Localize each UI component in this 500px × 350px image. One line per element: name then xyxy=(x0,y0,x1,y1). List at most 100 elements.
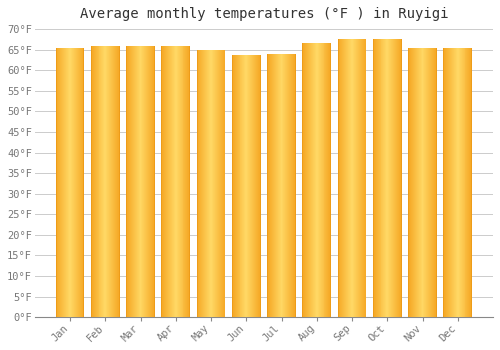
Bar xyxy=(247,55,248,317)
Bar xyxy=(166,46,167,317)
Bar xyxy=(453,48,454,317)
Bar xyxy=(364,38,366,317)
Bar xyxy=(209,50,210,317)
Bar xyxy=(348,38,349,317)
Bar xyxy=(373,39,374,317)
Bar xyxy=(415,48,416,317)
Bar xyxy=(447,48,448,317)
Bar xyxy=(251,55,252,317)
Bar xyxy=(115,46,116,317)
Bar xyxy=(456,48,457,317)
Bar xyxy=(73,48,74,317)
Bar xyxy=(322,43,324,317)
Bar xyxy=(452,48,453,317)
Bar xyxy=(134,46,136,317)
Bar xyxy=(434,48,435,317)
Bar xyxy=(411,48,412,317)
Bar xyxy=(104,46,106,317)
Bar xyxy=(154,46,155,317)
Bar xyxy=(214,50,215,317)
Bar xyxy=(204,50,205,317)
Bar xyxy=(457,48,458,317)
Bar xyxy=(71,48,72,317)
Bar xyxy=(222,50,224,317)
Bar xyxy=(112,46,113,317)
Bar xyxy=(292,54,293,317)
Bar xyxy=(308,43,309,317)
Bar xyxy=(392,39,393,317)
Bar xyxy=(238,55,240,317)
Bar xyxy=(340,38,342,317)
Bar xyxy=(82,48,84,317)
Bar xyxy=(98,46,100,317)
Bar xyxy=(302,43,304,317)
Bar xyxy=(233,55,234,317)
Bar xyxy=(224,50,226,317)
Bar xyxy=(250,55,251,317)
Bar xyxy=(359,38,360,317)
Bar xyxy=(169,46,170,317)
Bar xyxy=(142,46,144,317)
Bar xyxy=(408,48,409,317)
Bar xyxy=(150,46,151,317)
Bar xyxy=(146,46,148,317)
Bar xyxy=(401,39,402,317)
Bar xyxy=(316,43,317,317)
Bar xyxy=(109,46,110,317)
Bar xyxy=(422,48,424,317)
Bar xyxy=(60,48,62,317)
Bar xyxy=(420,48,422,317)
Bar xyxy=(167,46,168,317)
Bar xyxy=(68,48,69,317)
Bar xyxy=(312,43,313,317)
Bar xyxy=(272,54,273,317)
Bar xyxy=(206,50,207,317)
Bar xyxy=(240,55,242,317)
Bar xyxy=(267,54,268,317)
Bar xyxy=(208,50,209,317)
Bar xyxy=(462,48,464,317)
Bar xyxy=(252,55,253,317)
Bar xyxy=(414,48,415,317)
Bar xyxy=(70,48,71,317)
Bar xyxy=(433,48,434,317)
Bar xyxy=(132,46,133,317)
Bar xyxy=(74,48,75,317)
Bar xyxy=(64,48,65,317)
Bar xyxy=(318,43,320,317)
Bar xyxy=(373,39,374,317)
Bar xyxy=(152,46,153,317)
Bar xyxy=(351,38,352,317)
Bar xyxy=(176,46,178,317)
Bar xyxy=(354,38,355,317)
Bar xyxy=(446,48,447,317)
Bar xyxy=(133,46,134,317)
Bar xyxy=(116,46,117,317)
Bar xyxy=(413,48,414,317)
Bar xyxy=(362,38,364,317)
Bar xyxy=(259,55,260,317)
Bar xyxy=(326,43,328,317)
Bar xyxy=(58,48,59,317)
Bar xyxy=(258,55,259,317)
Bar xyxy=(355,38,356,317)
Bar xyxy=(67,48,68,317)
Bar xyxy=(236,55,238,317)
Bar xyxy=(256,55,257,317)
Bar xyxy=(220,50,222,317)
Bar xyxy=(286,54,288,317)
Bar xyxy=(347,38,348,317)
Bar xyxy=(304,43,305,317)
Bar xyxy=(211,50,212,317)
Bar xyxy=(196,50,198,317)
Bar xyxy=(315,43,316,317)
Bar xyxy=(91,46,92,317)
Bar xyxy=(276,54,278,317)
Bar xyxy=(151,46,152,317)
Bar xyxy=(460,48,462,317)
Bar xyxy=(314,43,315,317)
Bar xyxy=(400,39,401,317)
Bar xyxy=(378,39,380,317)
Bar xyxy=(106,46,107,317)
Bar xyxy=(118,46,120,317)
